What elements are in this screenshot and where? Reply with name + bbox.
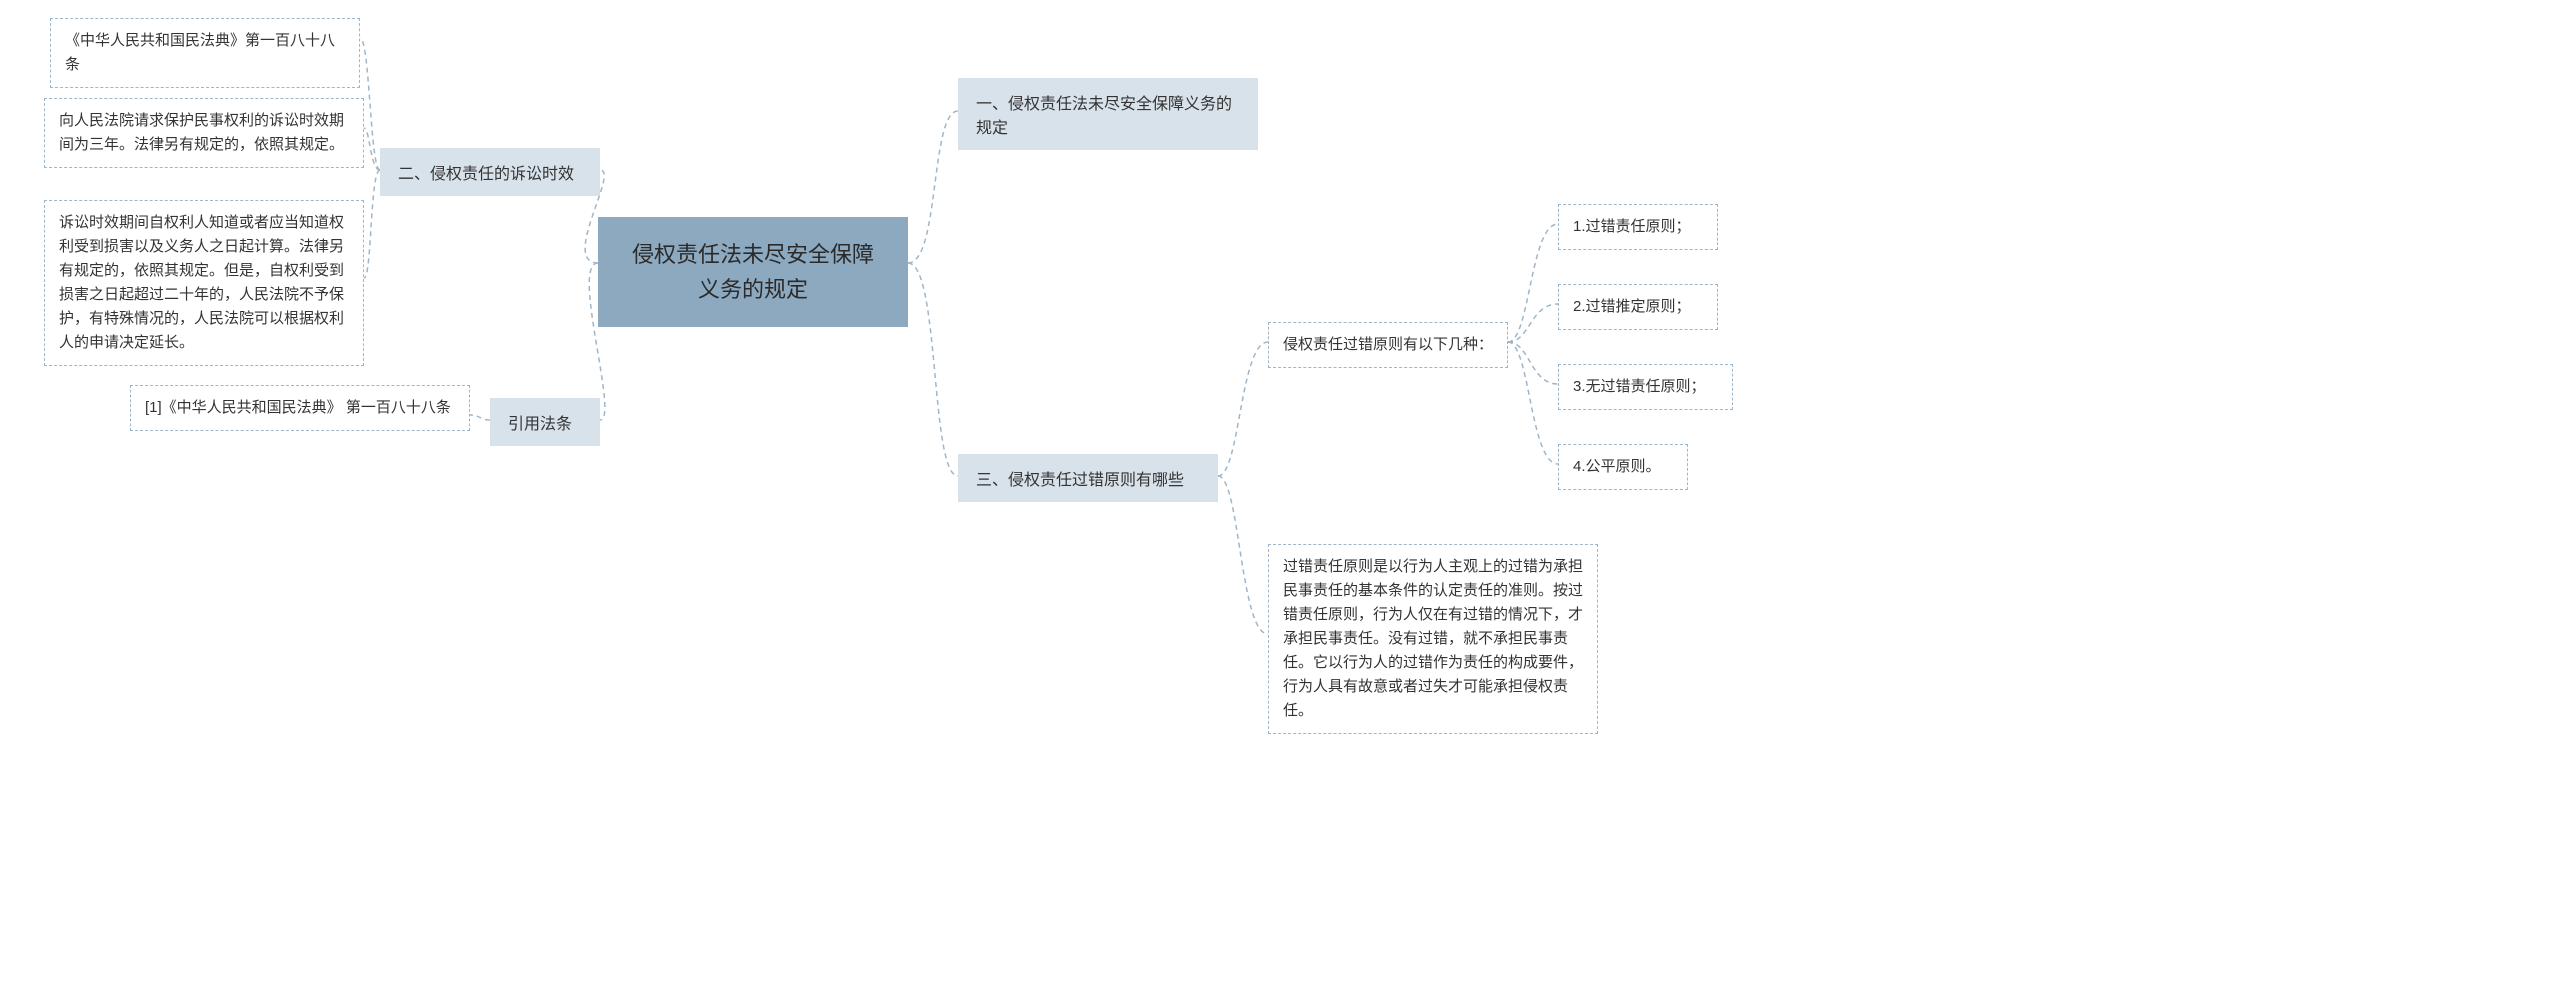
branch-2-child-1: 《中华人民共和国民法典》第一百八十八条 [50,18,360,88]
b3c1a-text: 1.过错责任原则； [1573,218,1691,235]
b3c1a: 1.过错责任原则； [1558,204,1718,250]
bcite1-text: [1]《中华人民共和国民法典》 第一百八十八条 [145,399,451,416]
b3c1-text: 侵权责任过错原则有以下几种： [1283,336,1493,353]
b2c2-text: 向人民法院请求保护民事权利的诉讼时效期间为三年。法律另有规定的，依照其规定。 [59,112,344,153]
b3c1c: 3.无过错责任原则； [1558,364,1733,410]
b3c1b-text: 2.过错推定原则； [1573,298,1691,315]
b3c1d: 4.公平原则。 [1558,444,1688,490]
branch-1: 一、侵权责任法未尽安全保障义务的规定 [958,78,1258,150]
b2c3-text: 诉讼时效期间自权利人知道或者应当知道权利受到损害以及义务人之日起计算。法律另有规… [59,214,344,351]
branch-cite-label: 引用法条 [508,416,572,433]
b3c1d-text: 4.公平原则。 [1573,458,1661,475]
branch-3-child-2: 过错责任原则是以行为人主观上的过错为承担民事责任的基本条件的认定责任的准则。按过… [1268,544,1598,734]
branch-cite: 引用法条 [490,398,600,446]
branch-3: 三、侵权责任过错原则有哪些 [958,454,1218,502]
b3c1c-text: 3.无过错责任原则； [1573,378,1706,395]
root-node: 侵权责任法未尽安全保障义务的规定 [598,217,908,327]
branch-2-child-2: 向人民法院请求保护民事权利的诉讼时效期间为三年。法律另有规定的，依照其规定。 [44,98,364,168]
branch-3-label: 三、侵权责任过错原则有哪些 [976,472,1184,489]
branch-2-label: 二、侵权责任的诉讼时效 [398,166,574,183]
branch-3-child-1: 侵权责任过错原则有以下几种： [1268,322,1508,368]
b2c1-text: 《中华人民共和国民法典》第一百八十八条 [65,32,335,73]
branch-1-label: 一、侵权责任法未尽安全保障义务的规定 [976,96,1232,137]
branch-2: 二、侵权责任的诉讼时效 [380,148,600,196]
b3c1b: 2.过错推定原则； [1558,284,1718,330]
branch-2-child-3: 诉讼时效期间自权利人知道或者应当知道权利受到损害以及义务人之日起计算。法律另有规… [44,200,364,366]
root-text: 侵权责任法未尽安全保障义务的规定 [632,242,874,302]
b3c2-text: 过错责任原则是以行为人主观上的过错为承担民事责任的基本条件的认定责任的准则。按过… [1283,558,1583,719]
branch-cite-child-1: [1]《中华人民共和国民法典》 第一百八十八条 [130,385,470,431]
